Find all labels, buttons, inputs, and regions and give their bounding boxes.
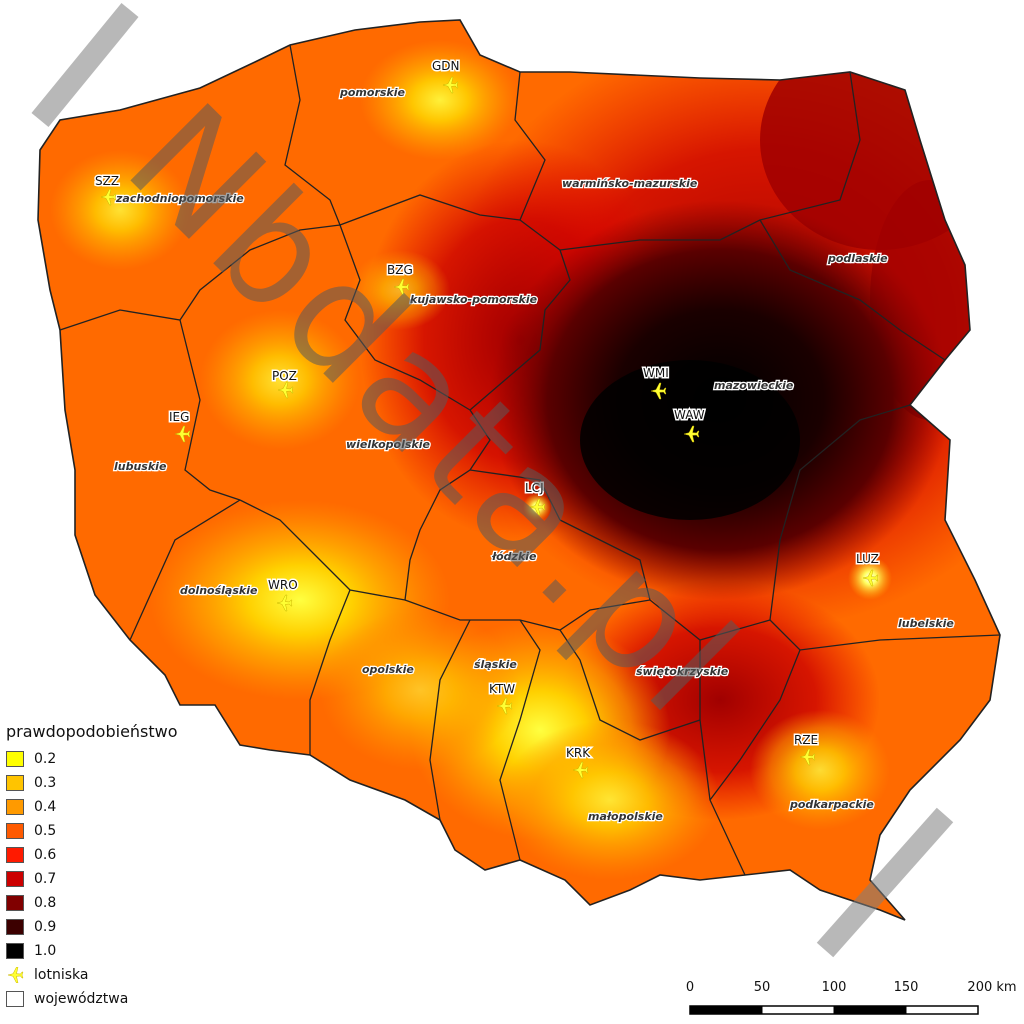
legend-item: 0.2 bbox=[6, 747, 226, 771]
legend-label: 0.9 bbox=[34, 919, 57, 935]
region-label-opolskie: opolskie bbox=[362, 663, 414, 676]
airport-code-lcj: LCJ bbox=[525, 481, 544, 495]
airport-wmi[interactable]: WMI bbox=[642, 365, 670, 400]
legend-label: 0.5 bbox=[34, 823, 57, 839]
airport-code-poz: POZ bbox=[272, 369, 297, 383]
legend-item: 0.3 bbox=[6, 771, 226, 795]
airport-code-szz: SZZ bbox=[95, 174, 119, 188]
scale-tick-label: 100 bbox=[821, 980, 847, 995]
legend-swatch bbox=[6, 823, 24, 839]
legend-swatch bbox=[6, 847, 24, 863]
legend-label: lotniska bbox=[34, 967, 89, 983]
legend-label: 1.0 bbox=[34, 943, 57, 959]
airport-bzg[interactable]: BZG bbox=[386, 262, 414, 296]
region-label-lodzkie: łódzkie bbox=[491, 550, 537, 563]
airports: GDN SZZ BZG POZ IEG WMI WAW LCJ bbox=[94, 58, 880, 779]
legend-label: 0.7 bbox=[34, 871, 57, 887]
legend-label: 0.4 bbox=[34, 799, 57, 815]
scale-tick-label: 150 bbox=[893, 980, 919, 995]
legend: prawdopodobieństwo 0.2 0.3 0.4 0.5 0.6 0… bbox=[6, 722, 226, 1011]
legend-swatch bbox=[6, 895, 24, 911]
region-label-podlaskie: podlaskie bbox=[827, 252, 888, 265]
legend-swatch bbox=[6, 751, 24, 767]
airport-code-wro: WRO bbox=[268, 578, 298, 592]
airport-lcj[interactable]: LCJ bbox=[524, 480, 546, 516]
legend-item: 0.4 bbox=[6, 795, 226, 819]
region-label-slaskie: śląskie bbox=[474, 658, 517, 671]
legend-item: 0.7 bbox=[6, 867, 226, 891]
legend-title: prawdopodobieństwo bbox=[6, 722, 178, 741]
airport-code-ktw: KTW bbox=[489, 682, 515, 696]
region-labels: pomorskie zachodniopomorskie warmińsko-m… bbox=[113, 85, 956, 825]
airport-ieg[interactable]: IEG bbox=[168, 409, 191, 443]
scale-bar: 0 50 100 150 200 km bbox=[680, 980, 1020, 1020]
airport-luz[interactable]: LUZ bbox=[855, 551, 880, 587]
legend-swatch bbox=[6, 799, 24, 815]
region-label-swietokrzyskie: świętokrzyskie bbox=[636, 665, 729, 678]
region-label-kujawsko-pomorskie: kujawsko-pomorskie bbox=[410, 293, 538, 306]
legend-swatch bbox=[6, 919, 24, 935]
region-label-dolnoslaskie: dolnośląskie bbox=[180, 584, 258, 597]
airport-code-luz: LUZ bbox=[856, 552, 879, 566]
legend-swatch-regions bbox=[6, 991, 24, 1007]
region-label-lubuskie: lubuskie bbox=[114, 460, 167, 473]
airport-poz[interactable]: POZ bbox=[271, 368, 298, 399]
legend-swatch bbox=[6, 943, 24, 959]
airport-code-waw: WAW bbox=[674, 408, 705, 422]
airport-code-krk: KRK bbox=[566, 746, 591, 760]
region-label-lubelskie: lubelskie bbox=[898, 617, 954, 630]
region-label-zachodniopomorskie: zachodniopomorskie bbox=[115, 192, 244, 205]
airport-code-bzg: BZG bbox=[387, 263, 413, 277]
legend-item: 0.8 bbox=[6, 891, 226, 915]
scale-tick-label: 200 km bbox=[967, 980, 1017, 995]
legend-label: 0.8 bbox=[34, 895, 57, 911]
legend-item-airports: lotniska bbox=[6, 963, 226, 987]
region-label-wielkopolskie: wielkopolskie bbox=[346, 438, 430, 451]
airport-szz[interactable]: SZZ bbox=[94, 173, 121, 206]
region-label-pomorskie: pomorskie bbox=[339, 86, 406, 99]
airport-code-ieg: IEG bbox=[169, 410, 189, 424]
voivodeship-borders bbox=[37, 19, 1001, 921]
legend-item: 0.6 bbox=[6, 843, 226, 867]
legend-item: 0.5 bbox=[6, 819, 226, 843]
plane-icon bbox=[6, 967, 24, 983]
region-label-warminsko-mazurskie: warmińsko-mazurskie bbox=[562, 177, 698, 190]
legend-item: 0.9 bbox=[6, 915, 226, 939]
airport-waw[interactable]: WAW bbox=[673, 407, 706, 443]
airport-gdn[interactable]: GDN bbox=[431, 58, 461, 94]
airport-code-rze: RZE bbox=[794, 733, 818, 747]
airport-code-wmi: WMI bbox=[643, 366, 669, 380]
legend-label: 0.3 bbox=[34, 775, 57, 791]
legend-item-regions: województwa bbox=[6, 987, 226, 1011]
airport-code-gdn: GDN bbox=[432, 59, 460, 73]
legend-swatch bbox=[6, 871, 24, 887]
region-label-mazowieckie: mazowieckie bbox=[714, 379, 794, 392]
airport-ktw[interactable]: KTW bbox=[488, 681, 517, 715]
scale-tick-label: 0 bbox=[685, 980, 695, 995]
legend-label: 0.2 bbox=[34, 751, 57, 767]
airport-rze[interactable]: RZE bbox=[793, 732, 820, 766]
airport-wro[interactable]: WRO bbox=[267, 577, 299, 612]
scale-bar-graphic bbox=[689, 1005, 979, 1015]
scale-tick-label: 50 bbox=[753, 980, 771, 995]
legend-item: 1.0 bbox=[6, 939, 226, 963]
legend-label: województwa bbox=[34, 991, 129, 1007]
legend-swatch bbox=[6, 775, 24, 791]
legend-label: 0.6 bbox=[34, 847, 57, 863]
region-label-malopolskie: małopolskie bbox=[588, 810, 663, 823]
region-label-podkarpackie: podkarpackie bbox=[789, 798, 874, 811]
airport-krk[interactable]: KRK bbox=[565, 745, 593, 779]
